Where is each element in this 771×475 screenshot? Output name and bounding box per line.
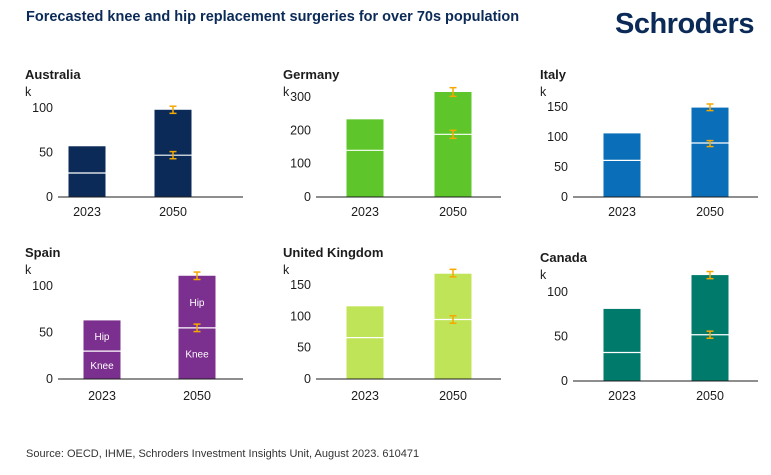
y-tick-label: 50: [39, 326, 53, 340]
panel-canada: Canada k 0 50 100 2023 2050: [540, 249, 770, 419]
y-tick-label: 300: [290, 90, 311, 104]
bar-2050: [691, 275, 729, 381]
x-category-label: 2023: [88, 389, 116, 403]
y-tick-label: 0: [46, 190, 53, 204]
y-tick-label: 100: [32, 279, 53, 293]
y-unit-label: k: [540, 268, 547, 282]
x-category-label: 2023: [608, 389, 636, 403]
y-tick-label: 100: [32, 101, 53, 115]
panel-australia: Australia k 0 50 100 2023 2050: [25, 66, 255, 236]
y-tick-label: 150: [290, 278, 311, 292]
chart-svg: Canada k 0 50 100 2023 2050: [540, 250, 758, 403]
y-tick-label: 0: [46, 372, 53, 386]
y-unit-label: k: [25, 263, 32, 277]
bar-2023: [603, 133, 641, 197]
y-tick-label: 50: [39, 146, 53, 160]
y-tick-label: 50: [554, 330, 568, 344]
country-title: Canada: [540, 250, 588, 265]
x-category-label: 2023: [73, 205, 101, 219]
x-category-label: 2050: [439, 205, 467, 219]
y-tick-label: 100: [547, 285, 568, 299]
schroders-logo: Schroders: [615, 8, 754, 40]
x-category-label: 2050: [696, 389, 724, 403]
y-tick-label: 100: [547, 130, 568, 144]
panel-spain: Spain k 0 50 100 Knee Hip 2023 Knee Hip 2050: [25, 244, 255, 414]
y-tick-label: 0: [561, 374, 568, 388]
y-tick-label: 150: [547, 100, 568, 114]
segment-label-knee: Knee: [185, 349, 209, 360]
bar-2050: [434, 92, 472, 197]
bar-2023: [603, 308, 641, 381]
country-title: Spain: [25, 245, 60, 260]
segment-label-hip: Hip: [94, 332, 109, 343]
y-unit-label: k: [540, 85, 547, 99]
source-note: Source: OECD, IHME, Schroders Investment…: [26, 448, 420, 460]
x-category-label: 2050: [696, 205, 724, 219]
y-tick-label: 50: [297, 341, 311, 355]
y-tick-label: 0: [304, 190, 311, 204]
x-category-label: 2023: [351, 205, 379, 219]
y-unit-label: k: [283, 263, 290, 277]
x-category-label: 2050: [183, 389, 211, 403]
bar-2023: [346, 119, 384, 197]
bar-2050: [434, 273, 472, 379]
chart-svg: Germany k 0 100 200 300 2023 2050: [283, 67, 501, 219]
bar-2050: [691, 107, 729, 197]
y-unit-label: k: [283, 85, 290, 99]
x-category-label: 2050: [439, 389, 467, 403]
chart-title: Forecasted knee and hip replacement surg…: [26, 9, 520, 25]
chart-svg: United Kingdom k 0 50 100 150 2023 2050: [283, 245, 501, 403]
segment-label-knee: Knee: [90, 361, 114, 372]
chart-svg: Italy k 0 50 100 150 2023 2050: [540, 67, 758, 219]
x-category-label: 2023: [351, 389, 379, 403]
panel-germany: Germany k 0 100 200 300 2023 2050: [283, 66, 513, 236]
country-title: United Kingdom: [283, 245, 383, 260]
y-tick-label: 50: [554, 160, 568, 174]
x-category-label: 2023: [608, 205, 636, 219]
chart-svg: Australia k 0 50 100 2023 2050: [25, 67, 243, 219]
bar-2023: [346, 306, 384, 379]
x-category-label: 2050: [159, 205, 187, 219]
y-tick-label: 0: [304, 372, 311, 386]
y-unit-label: k: [25, 85, 32, 99]
bar-2023: [68, 146, 106, 197]
panel-united-kingdom: United Kingdom k 0 50 100 150 2023 2050: [283, 244, 513, 414]
country-title: Australia: [25, 67, 81, 82]
segment-label-hip: Hip: [189, 298, 204, 309]
panel-italy: Italy k 0 50 100 150 2023 2050: [540, 66, 770, 236]
y-tick-label: 0: [561, 190, 568, 204]
y-tick-label: 100: [290, 309, 311, 323]
y-tick-label: 200: [290, 123, 311, 137]
country-title: Italy: [540, 67, 567, 82]
chart-svg: Spain k 0 50 100 Knee Hip 2023 Knee Hip 2050: [25, 245, 243, 403]
y-tick-label: 100: [290, 157, 311, 171]
country-title: Germany: [283, 67, 340, 82]
bar-2023: [83, 320, 121, 379]
